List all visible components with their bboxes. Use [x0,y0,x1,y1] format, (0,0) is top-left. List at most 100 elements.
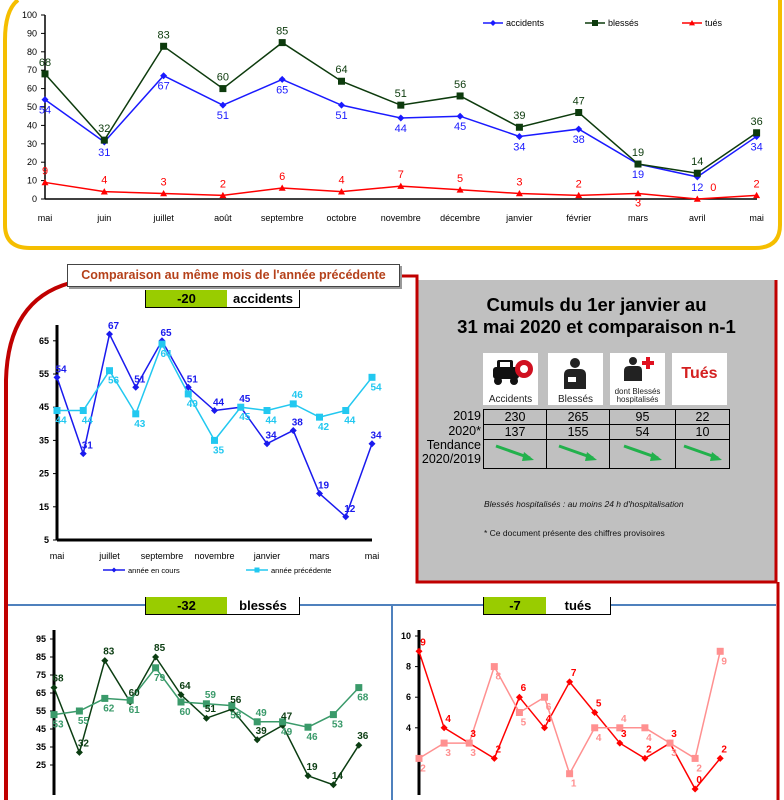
cell-2019-accidents: 230 [483,409,547,425]
blesses-delta-box: -32 blessés [145,597,300,615]
data-point [160,72,168,80]
data-point [634,160,642,168]
data-label: 4 [646,733,652,744]
data-point [253,736,261,744]
data-point [693,169,701,177]
data-label: 83 [103,647,115,658]
accidents-caption: Accidents [488,394,533,405]
tues-delta: -7 [484,597,546,614]
comparison-frame [3,281,71,800]
data-point [397,114,405,122]
data-label: 44 [344,416,356,427]
cell-2020-blesses: 155 [546,424,610,440]
cumuls-title: Cumuls du 1er janvier au 31 mai 2020 et … [418,294,775,338]
data-point [456,112,464,120]
data-point [177,691,185,699]
data-label: 42 [318,422,330,433]
data-label: 54 [39,105,51,117]
data-point [641,754,649,762]
data-point [575,109,583,117]
data-label: 3 [671,748,677,759]
data-point [106,367,113,375]
data-label: 4 [621,714,627,725]
data-label: 38 [292,417,304,428]
cumuls-frame [398,274,780,800]
cell-2019-hospitalises: 95 [609,409,676,425]
data-point [693,195,701,202]
legend-label: année précédente [271,566,331,575]
data-label: 5 [521,718,527,729]
y-tick-label: 45 [36,724,46,734]
data-label: 3 [445,748,451,759]
y-tick-label: 10 [27,176,37,186]
data-label: 56 [454,79,466,91]
y-tick-label: 90 [27,28,37,38]
data-point [716,647,724,655]
data-label: 56 [230,695,242,706]
data-point [616,739,624,747]
data-point [641,724,649,732]
accidents-delta-label: accidents [233,291,293,306]
data-label: 6 [521,683,527,694]
data-label: 67 [157,81,169,93]
y-tick-label: 30 [27,139,37,149]
y-tick-label: 95 [36,634,46,644]
data-label: 54 [370,382,382,393]
data-label: 38 [573,134,585,146]
data-point [79,450,87,458]
data-label: 2 [721,744,727,755]
data-point [691,785,699,793]
data-point [160,189,168,197]
data-point [465,739,473,747]
data-label: 4 [101,175,107,187]
data-point [753,129,761,137]
data-label: 35 [213,445,225,456]
data-point [575,125,583,133]
data-point [289,426,297,434]
data-label: 2 [646,744,652,755]
data-label: 51 [187,374,199,385]
y-tick-label: 5 [44,535,49,545]
data-point [177,698,185,706]
data-label: 43 [134,419,146,430]
data-label: 85 [154,643,166,654]
data-label: 12 [344,504,356,515]
data-label: 14 [691,156,703,168]
x-tick-label: juillet [152,213,174,223]
data-point [368,373,376,381]
data-label: 58 [230,711,242,722]
y-tick-label: 60 [27,84,37,94]
data-point [41,96,49,104]
data-point [202,700,210,708]
data-point [219,101,227,109]
data-point [753,191,761,199]
data-point [278,184,286,191]
data-label: 32 [78,738,90,749]
x-tick-label: octobre [326,213,356,223]
x-tick-label: août [214,213,232,223]
data-point [253,718,261,726]
x-tick-label: mai [365,551,380,561]
data-point [397,101,405,109]
data-label: 56 [108,376,120,387]
legend-marker [254,567,260,573]
data-label: 9 [721,656,727,667]
data-point [329,711,337,719]
data-label: 45 [239,412,251,423]
trend-down-icon [483,439,547,469]
data-label: 9 [42,165,48,177]
data-point [75,748,83,756]
data-label: 51 [335,110,347,122]
y-tick-label: 10 [401,631,411,641]
data-point [53,373,61,381]
cell-2020-tues: 10 [675,424,730,440]
data-label: 68 [52,674,64,685]
x-tick-label: septembre [141,551,184,561]
data-label: 53 [332,720,344,731]
blesses-delta: -32 [146,597,227,614]
y-tick-label: 40 [27,120,37,130]
data-label: 2 [496,744,502,755]
data-point [329,781,337,789]
data-point [666,739,674,747]
